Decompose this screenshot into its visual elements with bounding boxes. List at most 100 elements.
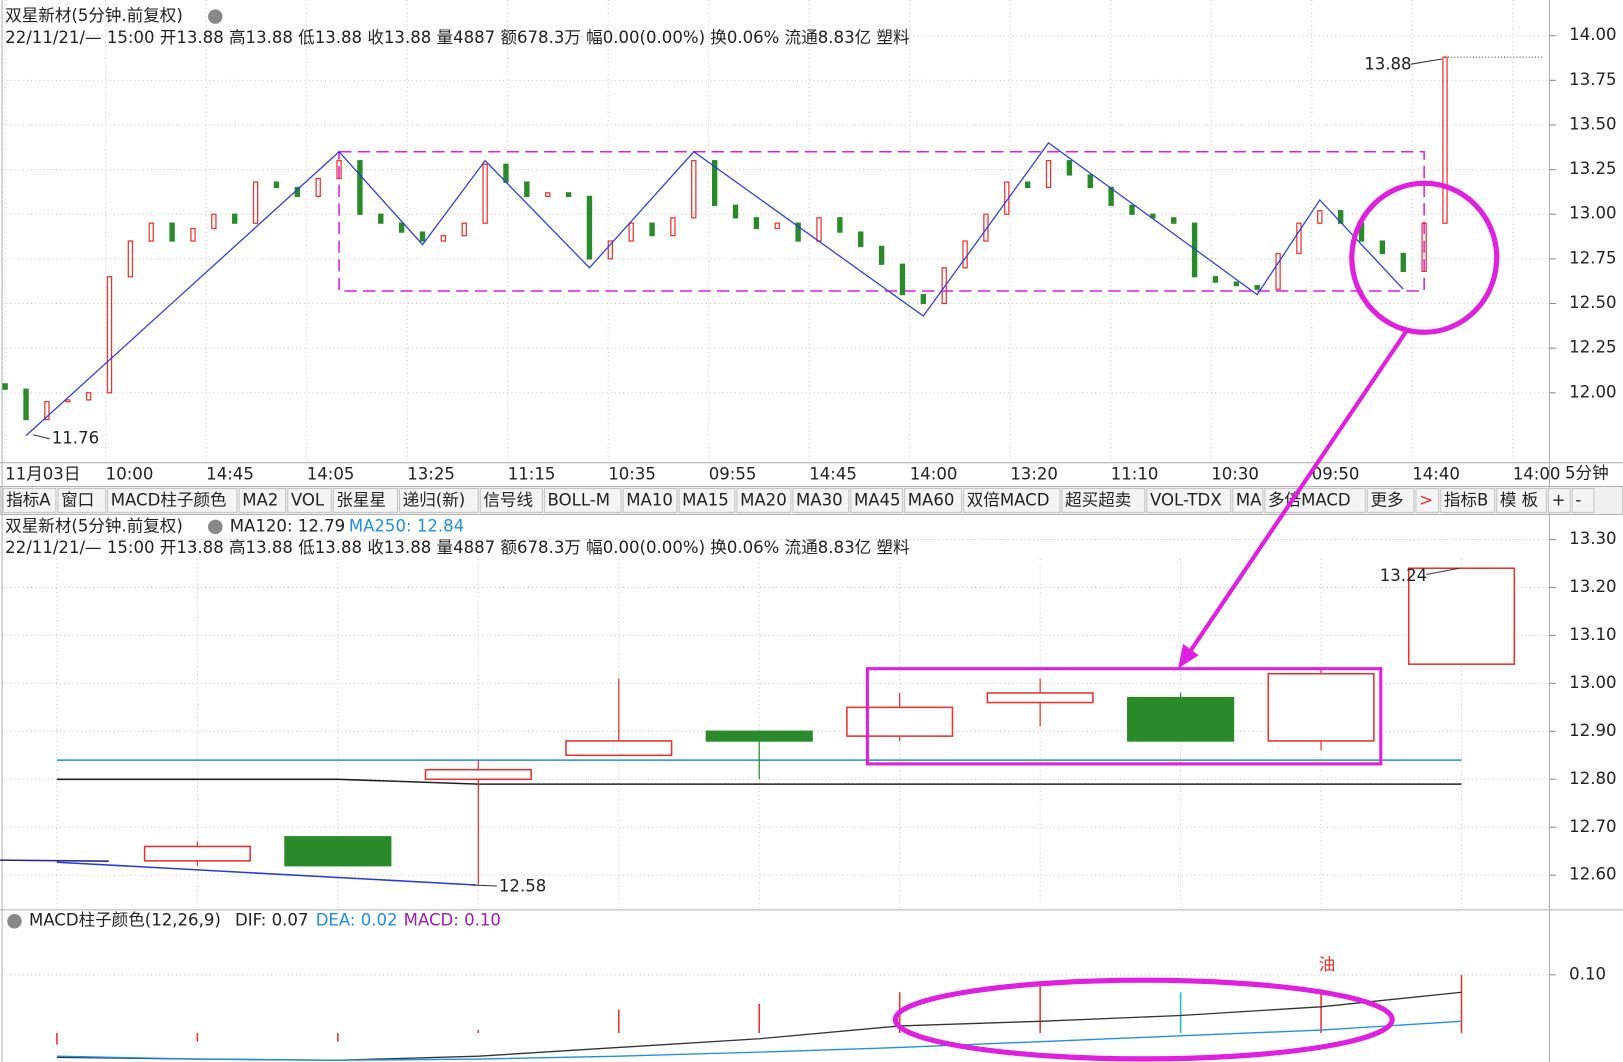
candle <box>732 204 739 219</box>
candle <box>1400 252 1406 272</box>
toolbar-label[interactable]: MA45 <box>854 490 901 509</box>
toolbar-label[interactable]: MA60 <box>908 490 955 509</box>
toolbar-button[interactable] <box>1146 488 1232 513</box>
candle <box>649 222 655 237</box>
highlight-ellipse <box>892 977 1395 1062</box>
x-tick-label: 14:45 <box>809 465 857 484</box>
toolbar-label[interactable]: VOL-TDX <box>1150 490 1222 509</box>
candle <box>211 213 217 230</box>
annotation-arrow <box>1410 58 1442 65</box>
menu-icon[interactable] <box>208 519 223 535</box>
toolbar-button[interactable] <box>238 488 287 513</box>
toolbar-label[interactable]: + <box>1552 490 1566 509</box>
toolbar-label[interactable]: 信号线 <box>483 490 533 509</box>
candle <box>545 192 551 198</box>
toolbar-label[interactable]: MA30 <box>796 490 843 509</box>
toolbar-button[interactable] <box>1415 488 1440 513</box>
legend-entry: DEA: 0.02 <box>316 911 398 930</box>
legend-entry: DIF: 0.07 <box>235 911 309 930</box>
toolbar-button[interactable] <box>107 488 238 513</box>
toolbar-button[interactable] <box>904 488 963 513</box>
toolbar-label[interactable]: 指标B <box>1444 490 1488 509</box>
toolbar-label[interactable]: MA <box>1236 490 1262 509</box>
toolbar-button[interactable] <box>399 488 479 513</box>
x-tick-label: 09:50 <box>1312 465 1360 484</box>
candle <box>1379 240 1386 255</box>
toolbar-button[interactable] <box>1366 488 1415 513</box>
x-tick-label: 14:40 <box>1412 465 1460 484</box>
macd-line <box>56 1020 1462 1061</box>
candle <box>461 222 467 237</box>
toolbar-button[interactable] <box>1571 488 1595 513</box>
toolbar-button[interactable] <box>622 488 678 513</box>
x-tick-label: 10:00 <box>106 465 154 484</box>
candle <box>1108 186 1114 206</box>
toolbar-button[interactable] <box>850 488 904 513</box>
toolbar-label[interactable]: 窗口 <box>61 490 94 509</box>
menu-icon[interactable] <box>208 9 223 24</box>
price-annotation: 11.76 <box>52 428 99 447</box>
toolbar-label[interactable]: 超买超卖 <box>1065 490 1131 509</box>
candle <box>23 388 29 421</box>
candle-body <box>1267 672 1375 742</box>
candle <box>398 222 405 233</box>
toolbar-button[interactable] <box>57 488 107 513</box>
y-tick-label: 12.50 <box>1569 293 1616 312</box>
toolbar-button[interactable] <box>678 488 736 513</box>
candle-body <box>565 740 673 757</box>
candle <box>920 293 927 305</box>
toolbar-button[interactable] <box>1061 488 1146 513</box>
toolbar-button[interactable] <box>963 488 1061 513</box>
toolbar-label[interactable]: 指标A <box>6 490 51 509</box>
menu-icon[interactable] <box>7 913 22 929</box>
toolbar-label[interactable]: MACD柱子颜色 <box>111 490 227 509</box>
price-annotation: 13.24 <box>1380 566 1427 585</box>
toolbar-label[interactable]: > <box>1419 490 1433 509</box>
candle <box>482 163 488 224</box>
toolbar-button[interactable] <box>2 488 57 513</box>
y-tick-label: 13.00 <box>1569 204 1616 223</box>
toolbar-label[interactable]: MA10 <box>626 490 673 509</box>
candle <box>1150 213 1156 219</box>
toolbar-label[interactable]: MA15 <box>682 490 729 509</box>
x-tick-label: 13:20 <box>1010 465 1058 484</box>
toolbar-label[interactable]: 模 板 <box>1500 490 1538 509</box>
toolbar-label[interactable]: 张星星 <box>336 490 386 509</box>
quote-info: 22/11/21/— 15:00 开13.88 高13.88 低13.88 收1… <box>5 28 909 47</box>
candle <box>127 240 134 278</box>
candle <box>1296 222 1302 255</box>
toolbar-button[interactable] <box>1547 488 1571 513</box>
y-tick-label: 12.80 <box>1569 769 1616 788</box>
toolbar-label[interactable]: 递归(新) <box>403 490 466 509</box>
candle <box>169 222 175 242</box>
x-tick-label: 11:10 <box>1111 465 1159 484</box>
panel-title: 双星新材(5分钟.前复权) <box>5 6 183 25</box>
toolbar-button[interactable] <box>736 488 792 513</box>
y-tick-label: 13.75 <box>1569 70 1616 89</box>
toolbar-button[interactable] <box>332 488 398 513</box>
x-tick-label: 10:30 <box>1211 465 1259 484</box>
candle <box>1421 222 1427 272</box>
candle <box>753 217 760 230</box>
candle <box>628 222 634 242</box>
y-tick-label: 13.30 <box>1569 529 1616 548</box>
toolbar-label[interactable]: 多倍MACD <box>1268 490 1351 509</box>
toolbar-label[interactable]: BOLL-M <box>548 490 610 509</box>
candle <box>1317 210 1323 224</box>
legend-entry: MACD: 0.10 <box>404 911 501 930</box>
toolbar-label[interactable]: MA20 <box>740 490 787 509</box>
toolbar-button[interactable] <box>792 488 850 513</box>
toolbar-label[interactable]: 更多 <box>1370 490 1403 509</box>
toolbar-button[interactable] <box>287 488 332 513</box>
toolbar-button[interactable] <box>479 488 543 513</box>
toolbar-label[interactable]: 双倍MACD <box>967 490 1050 509</box>
toolbar-button[interactable] <box>1440 488 1496 513</box>
toolbar-button[interactable] <box>543 488 622 513</box>
y-tick-label: 13.50 <box>1569 114 1616 133</box>
toolbar-button[interactable] <box>1232 488 1264 513</box>
toolbar-button[interactable] <box>1496 488 1547 513</box>
toolbar-label[interactable]: MA2 <box>242 490 278 509</box>
candle <box>524 181 530 198</box>
toolbar-label[interactable]: VOL <box>291 490 325 509</box>
toolbar-label[interactable]: - <box>1575 490 1581 509</box>
